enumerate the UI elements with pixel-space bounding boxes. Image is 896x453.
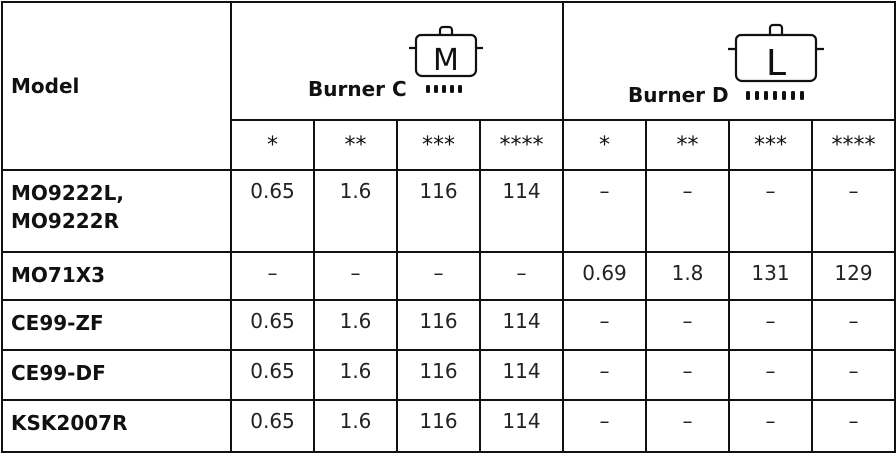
value-cell: – <box>562 399 647 453</box>
value-cell: – <box>645 349 730 401</box>
rating-cell: **** <box>811 119 896 171</box>
rating-cell: * <box>230 119 315 171</box>
rating-cell: *** <box>728 119 813 171</box>
value-cell: – <box>562 169 647 253</box>
burner-d-header: Burner D L <box>562 1 896 121</box>
value-cell: 116 <box>396 169 481 253</box>
value-cell: 114 <box>479 399 564 453</box>
value-cell: – <box>645 299 730 351</box>
value-cell: 129 <box>811 251 896 301</box>
rating-cell: * <box>562 119 647 171</box>
value-cell: – <box>811 299 896 351</box>
pot-medium-icon: M <box>409 25 483 93</box>
value-cell: 114 <box>479 169 564 253</box>
rating-cell: *** <box>396 119 481 171</box>
value-cell: 131 <box>728 251 813 301</box>
value-cell: – <box>811 169 896 253</box>
value-cell: 114 <box>479 299 564 351</box>
rating-cell: **** <box>479 119 564 171</box>
rating-cell: ** <box>645 119 730 171</box>
model-cell: KSK2007R <box>1 399 232 453</box>
table-row: KSK2007R 0.65 1.6 116 114– – – – <box>1 399 896 453</box>
value-cell: 0.65 <box>230 299 315 351</box>
burner-c-header: Burner C M <box>230 1 564 121</box>
value-cell: 1.8 <box>645 251 730 301</box>
value-cell: 116 <box>396 299 481 351</box>
burner-d-label: Burner D <box>628 83 729 107</box>
model-cell: CE99-ZF <box>1 299 232 351</box>
value-cell: 0.69 <box>562 251 647 301</box>
model-cell: CE99-DF <box>1 349 232 401</box>
value-cell: – <box>811 349 896 401</box>
value-cell: 0.65 <box>230 349 315 401</box>
rating-cell: ** <box>313 119 398 171</box>
value-cell: – <box>230 251 315 301</box>
value-cell: 0.65 <box>230 399 315 453</box>
value-cell: – <box>313 251 398 301</box>
value-cell: 1.6 <box>313 299 398 351</box>
table-row: MO9222L, MO9222R 0.65 1.6 116 114– – – – <box>1 169 896 253</box>
value-cell: – <box>728 299 813 351</box>
model-cell: MO71X3 <box>1 251 232 301</box>
value-cell: – <box>396 251 481 301</box>
value-cell: – <box>728 349 813 401</box>
pot-large-icon: L <box>728 23 824 100</box>
svg-text:L: L <box>766 43 786 84</box>
value-cell: 114 <box>479 349 564 401</box>
model-header: Model <box>1 1 232 171</box>
burner-c-label: Burner C <box>308 77 407 101</box>
value-cell: 1.6 <box>313 349 398 401</box>
value-cell: – <box>645 399 730 453</box>
value-cell: – <box>728 399 813 453</box>
value-cell: – <box>728 169 813 253</box>
value-cell: – <box>645 169 730 253</box>
value-cell: 0.65 <box>230 169 315 253</box>
value-cell: – <box>562 299 647 351</box>
table-row: CE99-DF 0.65 1.6 116 114– – – – <box>1 349 896 401</box>
value-cell: – <box>562 349 647 401</box>
value-cell: – <box>811 399 896 453</box>
value-cell: 1.6 <box>313 169 398 253</box>
value-cell: 116 <box>396 349 481 401</box>
table-row: MO71X3– – – –0.69 1.8 131 129 <box>1 251 896 301</box>
model-cell: MO9222L, MO9222R <box>1 169 232 253</box>
table-body: MO9222L, MO9222R 0.65 1.6 116 114– – – – MO71X3–… <box>1 169 896 453</box>
svg-text:M: M <box>433 43 459 78</box>
value-cell: 116 <box>396 399 481 453</box>
value-cell: – <box>479 251 564 301</box>
rating-row: * ** *** **** * ** *** **** <box>2 119 896 171</box>
value-cell: 1.6 <box>313 399 398 453</box>
table-row: CE99-ZF 0.65 1.6 116 114– – – – <box>1 299 896 351</box>
